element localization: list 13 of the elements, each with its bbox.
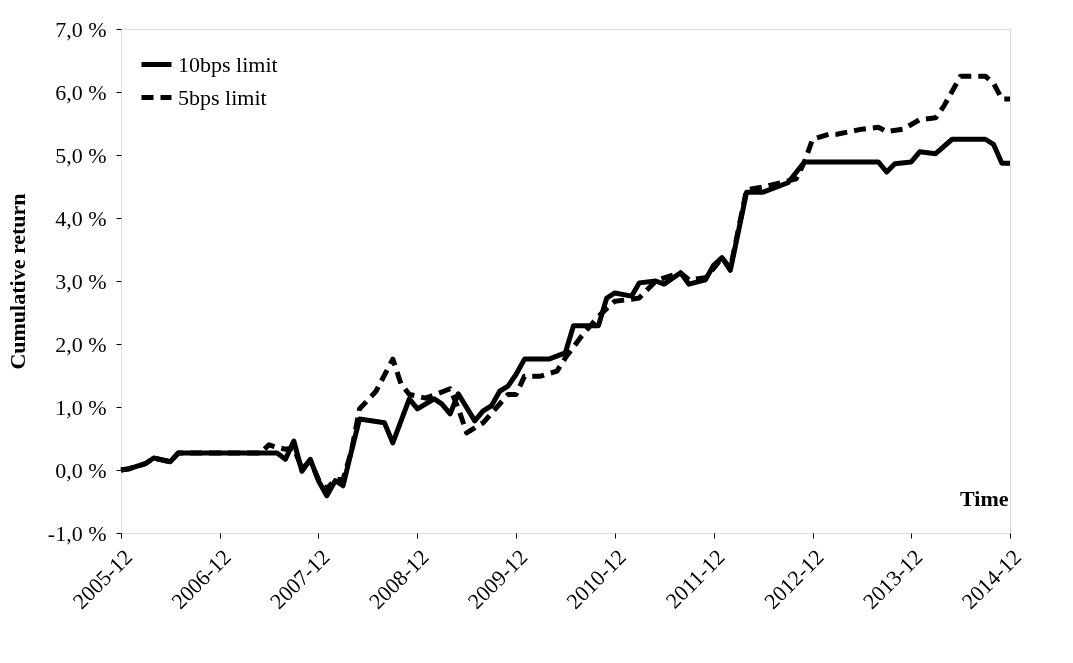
y-tick-label: 0,0 % xyxy=(55,457,107,483)
legend-label: 10bps limit xyxy=(178,51,278,77)
y-tick-label: 6,0 % xyxy=(55,79,107,105)
x-axis-title: Time xyxy=(960,485,1009,511)
y-tick-label: -1,0 % xyxy=(47,520,107,546)
y-axis-title: Cumulative return xyxy=(4,193,30,370)
y-tick-label: 7,0 % xyxy=(55,16,107,42)
y-tick-label: 1,0 % xyxy=(55,394,107,420)
y-tick-label: 2,0 % xyxy=(55,331,107,357)
y-tick-label: 3,0 % xyxy=(55,268,107,294)
y-tick-label: 4,0 % xyxy=(55,205,107,231)
legend-label: 5bps limit xyxy=(178,84,267,110)
y-tick-label: 5,0 % xyxy=(55,142,107,168)
